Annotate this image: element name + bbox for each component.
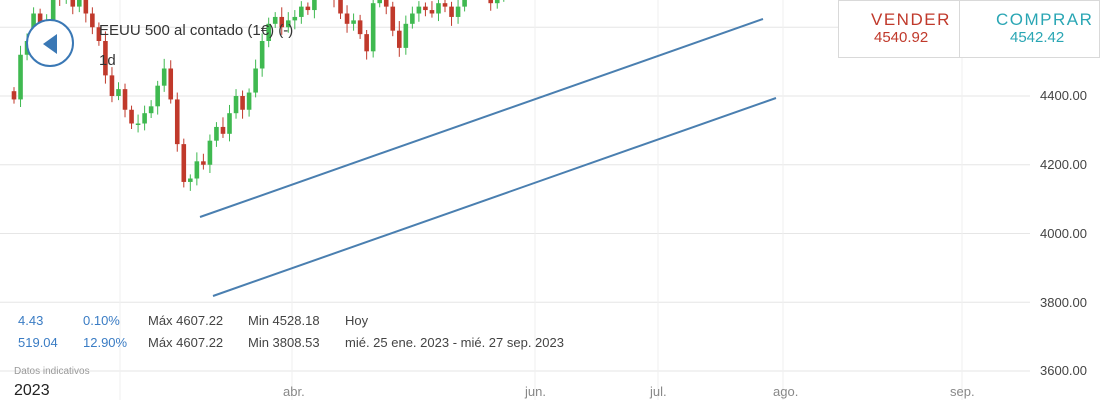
stat-today-period: Hoy bbox=[345, 313, 369, 328]
disclaimer: Datos indicativos bbox=[14, 366, 90, 377]
candle bbox=[416, 6, 422, 14]
candle bbox=[148, 106, 154, 114]
candle bbox=[70, 0, 76, 7]
candle bbox=[279, 16, 285, 28]
candle bbox=[201, 161, 206, 165]
y-tick-label: 4200.00 bbox=[1040, 157, 1087, 172]
stat-today-change: 4.43 bbox=[18, 313, 44, 328]
candle bbox=[364, 34, 369, 52]
candle bbox=[155, 85, 160, 107]
candle bbox=[11, 91, 17, 100]
x-axis-year: 2023 bbox=[14, 382, 50, 399]
candle bbox=[338, 0, 343, 14]
candle bbox=[168, 68, 174, 100]
candle bbox=[135, 123, 141, 125]
back-arrow-icon bbox=[43, 34, 57, 54]
candle bbox=[142, 113, 147, 124]
stat-range-change-pct: 12.90% bbox=[83, 335, 128, 350]
buy-button[interactable]: COMPRAR 4542.42 bbox=[959, 0, 1100, 58]
sell-price: 4540.92 bbox=[874, 29, 929, 46]
candle bbox=[18, 54, 23, 100]
candle bbox=[109, 75, 115, 96]
candle bbox=[227, 113, 232, 134]
x-tick-label: sep. bbox=[950, 384, 975, 399]
candle bbox=[188, 178, 193, 182]
channel-upper-line bbox=[199, 18, 764, 218]
x-tick-label: abr. bbox=[283, 384, 305, 399]
y-tick-label: 3600.00 bbox=[1040, 363, 1087, 378]
sell-label: VENDER bbox=[871, 10, 951, 29]
candle bbox=[390, 6, 396, 31]
candle bbox=[174, 99, 180, 145]
candle bbox=[220, 126, 226, 134]
candle bbox=[442, 3, 448, 7]
candle bbox=[305, 6, 311, 11]
candle bbox=[246, 92, 252, 110]
candle bbox=[253, 68, 258, 93]
candle bbox=[181, 144, 187, 182]
candle bbox=[161, 68, 167, 86]
stat-today-change-pct: 0.10% bbox=[83, 313, 120, 328]
candle bbox=[116, 89, 121, 96]
candle bbox=[194, 161, 200, 179]
stat-range-min: Min 3808.53 bbox=[248, 335, 320, 350]
candle bbox=[285, 20, 291, 28]
candle bbox=[344, 13, 350, 24]
x-tick-label: jun. bbox=[525, 384, 546, 399]
candle bbox=[370, 3, 376, 52]
candle bbox=[494, 0, 500, 4]
candle bbox=[449, 6, 454, 17]
candle bbox=[429, 10, 435, 14]
x-tick-label: jul. bbox=[650, 384, 667, 399]
candle bbox=[462, 0, 467, 7]
candle bbox=[357, 20, 363, 35]
candle bbox=[383, 0, 389, 7]
candle bbox=[103, 41, 108, 76]
x-tick-label: ago. bbox=[773, 384, 799, 399]
candle bbox=[403, 23, 409, 48]
candle bbox=[436, 3, 441, 14]
candle bbox=[455, 6, 461, 17]
buy-price: 4542.42 bbox=[1010, 29, 1065, 46]
candle bbox=[240, 96, 245, 110]
candle bbox=[396, 30, 402, 48]
channel-lower-line bbox=[212, 97, 777, 297]
back-button[interactable] bbox=[26, 19, 74, 67]
candle bbox=[122, 89, 128, 110]
candle bbox=[50, 0, 56, 24]
stat-today-min: Min 4528.18 bbox=[248, 313, 320, 328]
candle bbox=[351, 20, 356, 24]
y-tick-label: 3800.00 bbox=[1040, 295, 1087, 310]
sell-button[interactable]: VENDER 4540.92 bbox=[838, 0, 960, 58]
candle bbox=[266, 23, 271, 41]
candle bbox=[233, 96, 239, 114]
candle bbox=[96, 27, 102, 41]
candle bbox=[410, 13, 415, 24]
stat-range-period: mié. 25 ene. 2023 - mié. 27 sep. 2023 bbox=[345, 335, 564, 350]
candle bbox=[83, 0, 89, 14]
candle bbox=[292, 16, 298, 21]
candle bbox=[299, 6, 304, 17]
stat-range-change: 519.04 bbox=[18, 335, 58, 350]
candle bbox=[207, 140, 213, 165]
buy-label: COMPRAR bbox=[996, 10, 1094, 29]
candle bbox=[90, 13, 95, 28]
candle bbox=[423, 6, 428, 11]
candle bbox=[129, 109, 134, 124]
candle bbox=[272, 16, 278, 24]
candle bbox=[77, 0, 82, 7]
stat-today-max: Máx 4607.22 bbox=[148, 313, 224, 328]
candle bbox=[377, 0, 383, 4]
y-tick-label: 4400.00 bbox=[1040, 88, 1087, 103]
stat-range-max: Máx 4607.22 bbox=[148, 335, 224, 350]
timeframe-selector[interactable]: 1d bbox=[99, 52, 116, 69]
candle bbox=[488, 0, 494, 4]
instrument-title: EEUU 500 al contado (1€) (-) bbox=[99, 22, 294, 39]
candle bbox=[312, 0, 317, 11]
y-tick-label: 4000.00 bbox=[1040, 226, 1087, 241]
candle bbox=[259, 41, 265, 69]
candle bbox=[214, 126, 219, 141]
